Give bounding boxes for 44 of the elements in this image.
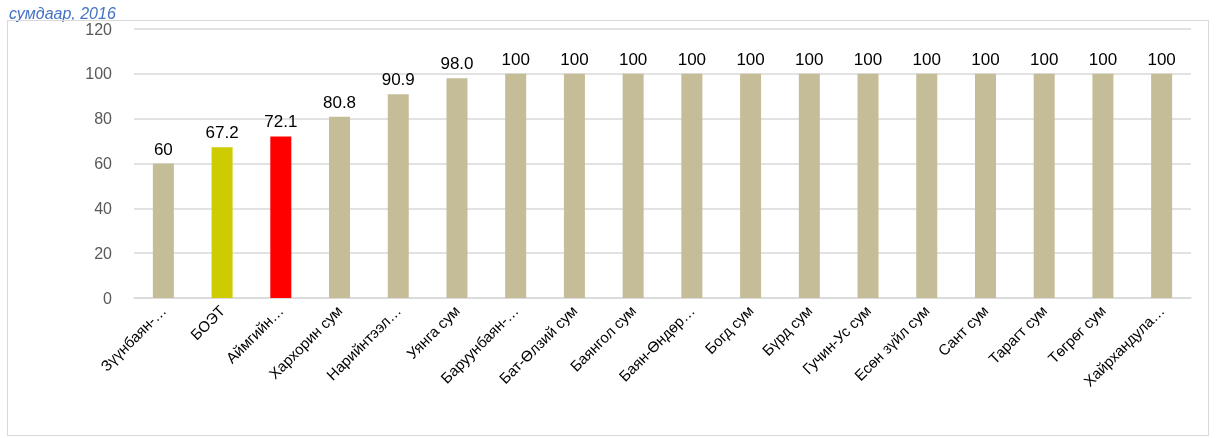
bar xyxy=(857,73,879,298)
y-tick-label: 80 xyxy=(94,110,113,128)
y-tick-label: 40 xyxy=(94,199,113,217)
bar xyxy=(681,73,703,298)
bar xyxy=(1033,73,1055,298)
bar xyxy=(211,147,233,298)
bar xyxy=(270,136,292,298)
data-label: 67.2 xyxy=(205,123,239,143)
data-label: 90.9 xyxy=(381,70,415,90)
bar xyxy=(152,163,174,298)
data-label: 72.1 xyxy=(264,112,298,132)
data-label: 100 xyxy=(795,49,824,69)
bar xyxy=(974,73,996,298)
data-label: 100 xyxy=(501,49,530,69)
bar xyxy=(798,73,820,298)
bar xyxy=(740,73,762,298)
chart-title: сумдаар, 2016 xyxy=(9,4,116,22)
data-label: 100 xyxy=(560,49,589,69)
data-label: 100 xyxy=(1147,49,1176,69)
data-label: 100 xyxy=(971,49,1000,69)
data-label: 60 xyxy=(153,139,173,159)
data-label: 100 xyxy=(912,49,941,69)
data-label: 80.8 xyxy=(322,92,357,112)
y-tick-label: 120 xyxy=(85,20,113,38)
bar xyxy=(563,73,585,298)
data-label: 100 xyxy=(853,49,883,69)
y-tick-label: 0 xyxy=(103,289,113,307)
bar xyxy=(1151,73,1173,298)
data-label: 100 xyxy=(1030,49,1059,69)
data-label: 100 xyxy=(736,49,765,69)
bar xyxy=(446,78,468,298)
y-tick-label: 60 xyxy=(94,155,113,172)
y-tick-label: 100 xyxy=(85,65,113,83)
bar xyxy=(387,94,409,298)
data-label: 100 xyxy=(1088,49,1118,69)
bar xyxy=(622,73,644,298)
bar xyxy=(505,73,527,298)
bar xyxy=(1092,73,1114,298)
data-label: 100 xyxy=(618,49,648,69)
bar xyxy=(916,73,938,298)
data-label: 100 xyxy=(677,49,707,69)
y-tick-label: 20 xyxy=(94,244,113,262)
data-label: 98.0 xyxy=(440,54,474,74)
bar xyxy=(329,116,351,298)
